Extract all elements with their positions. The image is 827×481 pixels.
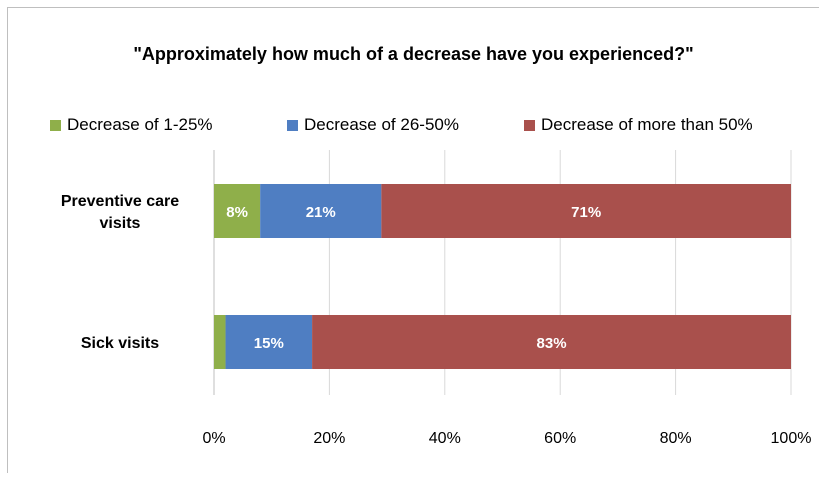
legend-label: Decrease of 1-25% — [67, 115, 213, 134]
x-tick-label: 20% — [313, 430, 345, 447]
bar-segment — [214, 184, 261, 238]
category-label: Sick visits — [81, 335, 159, 352]
legend-label: Decrease of more than 50% — [541, 115, 753, 134]
x-tick-label: 100% — [771, 430, 812, 447]
data-label: 71% — [571, 204, 601, 221]
data-label: 15% — [254, 335, 284, 352]
legend-swatch — [287, 119, 298, 131]
legend-swatch — [524, 119, 535, 131]
bar-segment — [214, 315, 226, 369]
legend-item-decrease-1-25: Decrease of 1-25% — [50, 115, 213, 135]
bar-segment — [260, 184, 382, 238]
legend-item-decrease-26-50: Decrease of 26-50% — [287, 115, 459, 135]
chart-frame — [7, 7, 819, 473]
bar-segment — [312, 315, 791, 369]
chart-title: "Approximately how much of a decrease ha… — [133, 44, 694, 64]
x-tick-label: 40% — [429, 430, 461, 447]
x-tick-label: 60% — [544, 430, 576, 447]
data-label: 21% — [306, 204, 336, 221]
legend-label: Decrease of 26-50% — [304, 115, 459, 134]
legend-swatch — [50, 119, 61, 131]
bar-segment — [225, 315, 313, 369]
x-tick-label: 0% — [202, 430, 225, 447]
data-label: 83% — [537, 335, 567, 352]
x-tick-label: 80% — [660, 430, 692, 447]
bar-segment — [381, 184, 791, 238]
legend-item-decrease-more-than-50: Decrease of more than 50% — [524, 115, 753, 135]
category-label: visits — [100, 215, 141, 232]
data-label: 8% — [226, 204, 248, 221]
category-label: Preventive care — [61, 193, 179, 210]
